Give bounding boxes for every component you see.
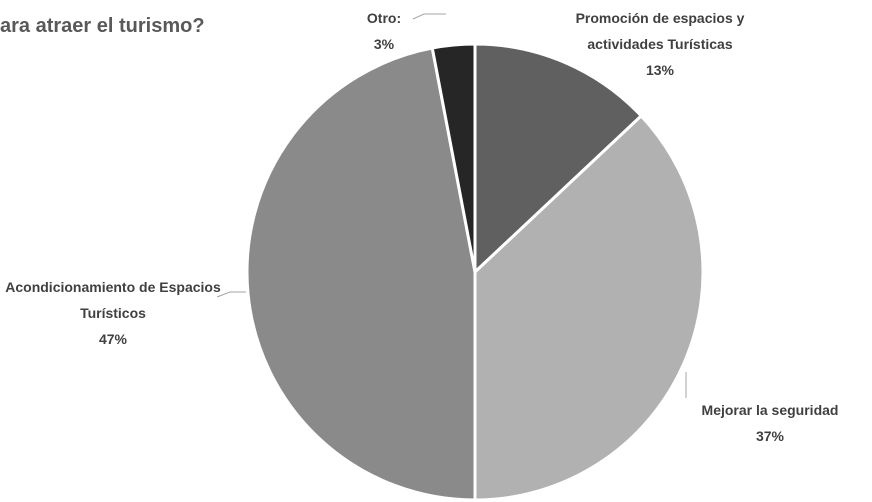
- pie-slice: [245, 46, 477, 502]
- category-label: Promoción de espacios y actividades Turí…: [575, 10, 745, 52]
- value-label: 37%: [755, 428, 785, 444]
- slice-label: Promoción de espacios y actividades Turí…: [540, 5, 780, 83]
- leader-line: [216, 291, 246, 298]
- value-label: 47%: [98, 331, 128, 347]
- slice-label: Acondicionamiento de Espacios Turísticos…: [3, 274, 223, 352]
- slice-label: Mejorar la seguridad 37%: [670, 397, 870, 449]
- slice-label: Otro: 3%: [354, 5, 414, 57]
- chart-title: ara atraer el turismo?: [0, 15, 205, 37]
- slices: [245, 42, 705, 502]
- pie-slice: [473, 42, 644, 276]
- category-label: Mejorar la seguridad: [701, 402, 839, 418]
- pie-slice: [473, 113, 705, 502]
- category-label: Acondicionamiento de Espacios Turísticos: [5, 279, 221, 321]
- value-label: 3%: [373, 36, 395, 52]
- pie-slice: [430, 42, 477, 273]
- leader-line: [412, 13, 446, 20]
- value-label: 13%: [645, 62, 675, 78]
- category-label: Otro:: [366, 10, 402, 26]
